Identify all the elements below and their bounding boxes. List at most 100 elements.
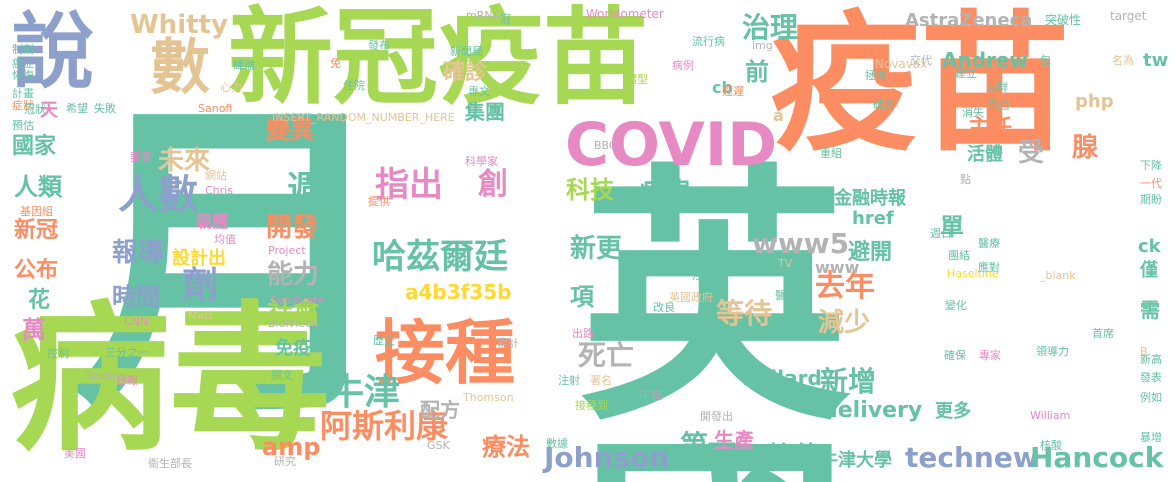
- word-yingdui: 應對: [978, 261, 1000, 274]
- word-thomson: Thomson: [463, 391, 514, 404]
- word-xu: 需: [1140, 298, 1160, 322]
- word-jiezhongdao: 接種到: [575, 399, 608, 412]
- word-xingao: 新高: [1140, 353, 1162, 366]
- word-andrew: Andrew: [942, 48, 1028, 72]
- word-yidai: 一代: [1140, 177, 1162, 190]
- word-qian: 前: [745, 58, 769, 86]
- word-zhoudi: 週日: [930, 227, 952, 240]
- word-geng: 更: [596, 234, 623, 264]
- word-xia-jiang: 下降: [1140, 159, 1162, 172]
- word-yingguozhengfu: 英國政府: [669, 291, 713, 304]
- word-riji: 日報: [116, 374, 138, 387]
- word-chuanwen: 撰文: [271, 369, 293, 382]
- word-lingdaoli: 領導力: [1036, 345, 1069, 358]
- word-meiguo: 美國: [64, 447, 86, 460]
- word-jinrong: 金融時報: [834, 188, 906, 209]
- word-tv: TV: [778, 257, 793, 270]
- word-hedui: 核酸: [1040, 439, 1062, 452]
- word-tuanjie: 團結: [948, 249, 970, 262]
- word-worldometer: Worldometer: [586, 7, 664, 21]
- word-xinli: 心力: [220, 81, 242, 94]
- word-xin: 新: [570, 234, 597, 264]
- word-zhongyao: 要素: [130, 151, 152, 164]
- word-peifang: 配方: [420, 398, 460, 422]
- word-zhuyuan: 住院: [343, 79, 365, 92]
- word-project: Project: [268, 244, 306, 257]
- word-guihua: 規劃: [664, 323, 686, 336]
- word-jiyinzu: 基因組: [20, 205, 53, 218]
- word-chris: Chris: [205, 184, 233, 197]
- word-sanofi: Sanofi: [198, 102, 233, 115]
- word-zhiji: 制劑: [12, 43, 34, 56]
- word-shejiao: 涉及: [692, 269, 714, 282]
- word-amp: amp: [262, 433, 321, 461]
- word-matt: Matt: [188, 309, 213, 322]
- word-haseltine: Haseltine: [947, 267, 999, 280]
- word-tigong: 提供: [368, 195, 390, 208]
- word-tuxing: 突破性: [1045, 13, 1082, 27]
- word-tw: tw: [1143, 50, 1169, 71]
- word-insert: INSERT_RANDOM_NUMBER_HERE: [272, 111, 455, 124]
- word-ji: 劑: [182, 265, 219, 306]
- word-zhengzhi: 症狀: [12, 99, 34, 112]
- word-tian: 天: [40, 100, 58, 121]
- word-zhizhi: 控制: [47, 347, 69, 360]
- word-xiaoshi: 消失: [962, 106, 984, 119]
- word-syndicate: Syndicate: [270, 294, 325, 307]
- word-covid: COVID: [565, 110, 777, 180]
- word-zhili: 治理: [742, 11, 799, 44]
- word-mrna: mRNA: [466, 9, 501, 22]
- word-huirui: 輝瑞: [233, 59, 255, 72]
- word-shu: 數: [150, 33, 210, 103]
- word-bianhua: 變化: [945, 299, 967, 312]
- word-b: B: [1140, 345, 1148, 358]
- word-guojia: 國家: [12, 134, 57, 159]
- word-nengli: 能力: [267, 260, 320, 290]
- word-jianshao: 減少: [818, 308, 871, 338]
- word-pohuai: 破表: [873, 98, 895, 111]
- word-bingdu: 病毒: [10, 286, 331, 473]
- word-dengdai: 等待: [716, 297, 773, 330]
- word-william: William: [1030, 409, 1071, 422]
- word-fabu: 發布: [368, 39, 390, 52]
- word-liaofa: 療法: [482, 433, 530, 461]
- word-yiliaoguan: 醫療官: [775, 289, 808, 302]
- word-danbai: 蛋白: [988, 99, 1010, 112]
- word-yuce: 預估: [12, 119, 34, 132]
- word-shehui: 社會: [267, 298, 320, 328]
- word-pingjun: 平均值: [742, 442, 821, 472]
- word-www5: www5: [752, 227, 850, 260]
- word-pollard: Pollard: [742, 366, 822, 390]
- word-zhongzu: 重組: [820, 147, 842, 160]
- word-yue: 月: [70, 73, 400, 457]
- word-mianyi: 免疫: [275, 338, 311, 359]
- word-yanjiu: 研究: [274, 455, 296, 468]
- word-zhuzhuo: 注射: [558, 374, 580, 387]
- word-keji: 科技: [566, 176, 614, 204]
- word-geng-duo: 更多: [935, 401, 971, 422]
- word-delivery: delivery: [822, 398, 923, 423]
- word-renlei: 人類: [14, 173, 62, 201]
- word-wangzhan: 網站: [205, 169, 227, 182]
- word-diyi: 第一: [680, 429, 737, 462]
- word-xinwenju: 新聞局: [450, 45, 483, 58]
- word-shijian: 時間: [112, 283, 160, 311]
- word-shou: 受: [1018, 138, 1045, 168]
- word-niujin-daxue: 牛津大學: [820, 450, 892, 471]
- word-biontech: BioNTech: [268, 317, 319, 330]
- word-cnn: CNN: [124, 315, 149, 328]
- word-johnson: Johnson: [544, 441, 670, 474]
- word-yimiao-big: 疫苗: [770, 0, 1071, 172]
- word-qijian: 期盼: [1140, 193, 1162, 206]
- word-xinguan-yimiao: 新冠疫苗: [228, 0, 649, 119]
- word-img: img: [752, 39, 773, 52]
- word-ck: ck: [1138, 236, 1161, 257]
- word-bingli: 病例: [672, 59, 694, 72]
- word-novavax: Novavax: [875, 57, 928, 71]
- word-huifu: 恢復: [12, 69, 34, 82]
- word-xinguan: 新冠: [14, 218, 59, 243]
- word-jiaogai: 交代: [910, 54, 932, 67]
- word-chulu: 出路: [572, 327, 594, 340]
- word-jianli: 建立: [955, 67, 977, 80]
